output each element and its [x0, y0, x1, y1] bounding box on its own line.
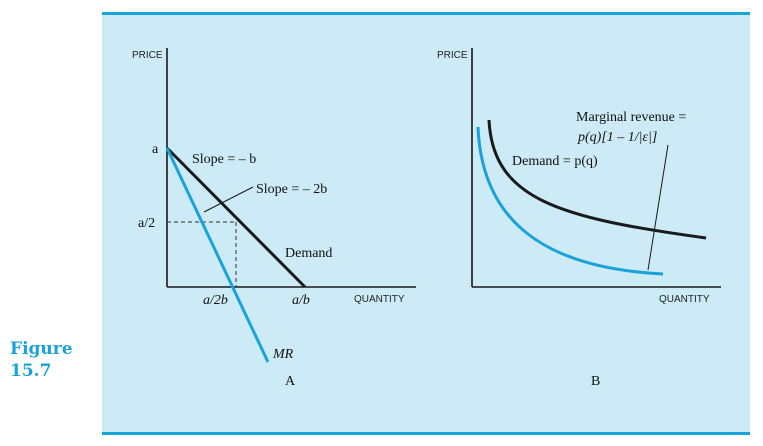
panel-a-title: A	[285, 374, 296, 389]
panel-b-demand-curve	[487, 119, 707, 240]
panel-a-ylabel: PRICE	[132, 50, 163, 61]
panel-a-slope-demand-label: Slope = – b	[192, 152, 256, 167]
top-rule	[102, 12, 750, 15]
panel-b-ylabel: PRICE	[437, 50, 468, 61]
panel-a-mr-label: MR	[272, 347, 294, 362]
panel-a-slope-mr-label: Slope = – 2b	[256, 182, 327, 197]
panel-b: PRICE QUANTITY Demand = p(q) Marginal re…	[437, 48, 721, 389]
figure-label-word: Figure	[10, 339, 73, 359]
panel-a-tick-a2b: a/2b	[203, 293, 228, 308]
panel-b-demand-label-text: Demand = p(q)	[512, 154, 598, 169]
panel-a-tick-a2: a/2	[138, 216, 155, 231]
figure-label-number: 15.7	[10, 361, 52, 381]
panel-a-mr-line	[165, 147, 270, 363]
panel-b-mr-leader	[647, 144, 669, 271]
panel-b-title: B	[591, 374, 600, 389]
panel-a-xlabel: QUANTITY	[354, 294, 405, 305]
panel-a-demand-line	[165, 146, 307, 289]
panel-b-mr-curve	[476, 126, 664, 276]
bottom-rule	[102, 432, 750, 435]
figure-panel	[102, 12, 750, 435]
panel-a-tick-ab: a/b	[292, 293, 310, 308]
panel-a: PRICE QUANTITY a a/2 a/2b a/b Slope = – …	[132, 48, 416, 389]
panel-a-demand-label: Demand	[285, 246, 332, 261]
panel-b-xlabel: QUANTITY	[659, 294, 710, 305]
panel-b-mr-label-line1: Marginal revenue =	[576, 110, 686, 125]
panel-a-tick-a: a	[152, 142, 159, 157]
panel-a-slope-mr-leader	[203, 186, 254, 213]
panel-b-demand-label: Demand = p(q)	[512, 154, 598, 169]
panel-b-mr-label-line2: p(q)[1 – 1/|ε|]	[577, 130, 657, 145]
figure-label: Figure 15.7	[10, 338, 73, 382]
